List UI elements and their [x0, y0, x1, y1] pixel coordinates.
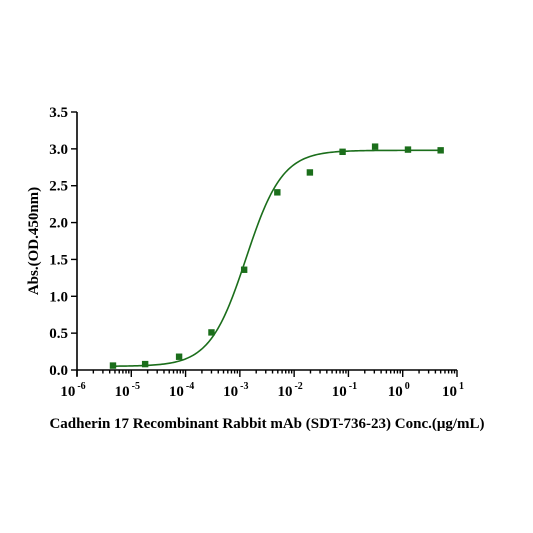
x-tick-label: 10 -1 [332, 381, 357, 400]
y-tick-label: 1.0 [49, 289, 68, 305]
y-tick-label: 3.0 [49, 142, 68, 158]
data-point [306, 169, 314, 176]
data-point [274, 189, 281, 196]
x-axis-title: Cadherin 17 Recombinant Rabbit mAb (SDT-… [49, 416, 484, 432]
x-tick-label: 10 -4 [169, 381, 194, 400]
data-point [240, 266, 248, 273]
x-axis-ticks: 10 -6 10 -5 10 -4 10 -3 10 -2 10 -1 10 0 10 1 [60, 370, 464, 400]
data-point [371, 143, 379, 150]
data-point [141, 360, 149, 368]
y-tick-label: 0.0 [49, 363, 68, 379]
y-axis-title: Abs.(OD.450nm) [26, 187, 42, 295]
data-points [109, 143, 444, 369]
data-point [175, 353, 183, 360]
y-tick-label: 3.5 [49, 105, 68, 121]
fit-curve [112, 149, 441, 367]
y-axis-ticks: 0.0 0.5 1.0 1.5 2.0 2.5 3.0 3.5 [49, 105, 77, 379]
y-tick-label: 2.0 [49, 216, 68, 232]
x-tick-label: 10 1 [442, 381, 464, 400]
data-point [437, 147, 444, 154]
data-point [208, 329, 215, 336]
x-tick-label: 10 0 [388, 381, 410, 400]
axes [76, 112, 457, 376]
y-tick-label: 1.5 [49, 252, 68, 268]
data-point [109, 362, 117, 369]
y-tick-label: 0.5 [49, 326, 68, 342]
x-tick-label: 10 -5 [115, 381, 140, 400]
y-tick-label: 2.5 [49, 179, 68, 195]
x-tick-label: 10 -6 [60, 381, 85, 400]
data-point [339, 148, 346, 156]
data-point [404, 146, 412, 153]
x-tick-label: 10 -2 [277, 381, 302, 400]
x-tick-label: 10 -3 [223, 381, 248, 400]
